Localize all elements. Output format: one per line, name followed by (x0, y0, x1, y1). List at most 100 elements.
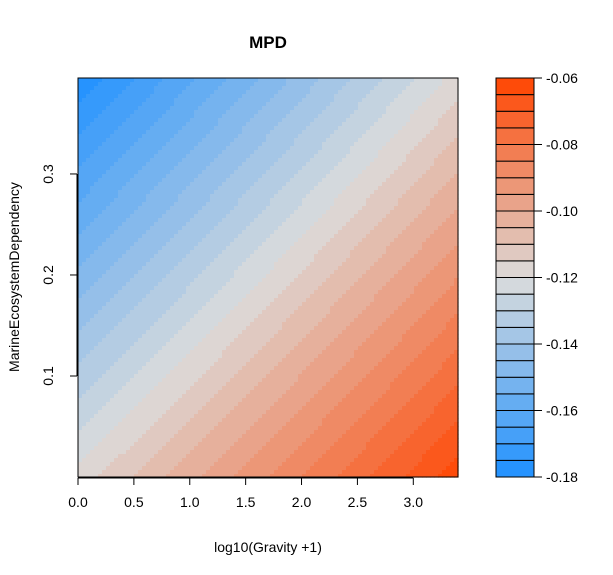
contour-cell (174, 130, 179, 135)
contour-cell (250, 474, 255, 478)
contour-cell (170, 246, 175, 251)
contour-cell (174, 370, 179, 375)
contour-cell (242, 218, 247, 223)
contour-cell (270, 334, 275, 339)
contour-cell (138, 238, 143, 243)
contour-cell (238, 466, 243, 471)
contour-cell (230, 290, 235, 295)
contour-cell (114, 410, 119, 415)
contour-cell (94, 126, 99, 131)
contour-cell (226, 318, 231, 323)
contour-cell (126, 422, 131, 427)
contour-cell (202, 314, 207, 319)
contour-cell (78, 138, 83, 143)
contour-cell (142, 286, 147, 291)
contour-cell (254, 310, 259, 315)
contour-cell (126, 202, 131, 207)
contour-cell (154, 118, 159, 123)
contour-cell (106, 362, 111, 367)
contour-cell (158, 410, 163, 415)
contour-cell (166, 194, 171, 199)
contour-cell (166, 330, 171, 335)
contour-cell (162, 230, 167, 235)
contour-cell (202, 102, 207, 107)
contour-cell (202, 390, 207, 395)
contour-cell (218, 198, 223, 203)
contour-cell (182, 218, 187, 223)
contour-cell (118, 86, 123, 91)
contour-cell (110, 402, 115, 407)
contour-cell (182, 474, 187, 478)
contour-cell (118, 290, 123, 295)
contour-cell (158, 130, 163, 135)
contour-cell (174, 106, 179, 111)
contour-cell (198, 370, 203, 375)
contour-cell (238, 130, 243, 135)
contour-cell (266, 410, 271, 415)
contour-cell (266, 126, 271, 131)
contour-cell (258, 426, 263, 431)
contour-cell (190, 286, 195, 291)
contour-cell (250, 298, 255, 303)
contour-cell (202, 214, 207, 219)
contour-cell (198, 226, 203, 231)
contour-cell (78, 382, 83, 387)
contour-cell (86, 282, 91, 287)
contour-cell (254, 334, 259, 339)
contour-cell (206, 102, 211, 107)
contour-cell (162, 190, 167, 195)
contour-cell (102, 398, 107, 403)
contour-cell (206, 398, 211, 403)
contour-cell (114, 214, 119, 219)
contour-cell (114, 178, 119, 183)
contour-cell (186, 330, 191, 335)
contour-cell (234, 270, 239, 275)
contour-cell (110, 302, 115, 307)
contour-cell (238, 170, 243, 175)
contour-cell (94, 226, 99, 231)
contour-cell (206, 158, 211, 163)
contour-cell (146, 282, 151, 287)
contour-cell (130, 246, 135, 251)
contour-cell (126, 446, 131, 451)
contour-cell (246, 402, 251, 407)
contour-cell (210, 394, 215, 399)
contour-cell (238, 454, 243, 459)
contour-cell (258, 314, 263, 319)
contour-cell (150, 118, 155, 123)
contour-cell (182, 222, 187, 227)
contour-cell (266, 382, 271, 387)
contour-cell (198, 362, 203, 367)
contour-cell (118, 190, 123, 195)
contour-cell (270, 202, 275, 207)
contour-cell (186, 178, 191, 183)
contour-cell (146, 318, 151, 323)
contour-cell (146, 462, 151, 467)
contour-cell (202, 442, 207, 447)
contour-cell (198, 418, 203, 423)
contour-cell (126, 278, 131, 283)
contour-cell (270, 154, 275, 159)
contour-cell (114, 282, 119, 287)
contour-cell (154, 474, 159, 478)
contour-cell (258, 226, 263, 231)
contour-cell (162, 266, 167, 271)
contour-cell (198, 334, 203, 339)
contour-cell (142, 318, 147, 323)
contour-cell (182, 338, 187, 343)
contour-cell (78, 134, 83, 139)
contour-cell (170, 238, 175, 243)
contour-cell (154, 158, 159, 163)
contour-cell (234, 134, 239, 139)
contour-cell (126, 118, 131, 123)
contour-cell (186, 470, 191, 475)
contour-cell (230, 254, 235, 259)
contour-cell (170, 394, 175, 399)
contour-cell (258, 378, 263, 383)
contour-cell (222, 406, 227, 411)
contour-cell (206, 326, 211, 331)
contour-cell (262, 138, 267, 143)
contour-cell (250, 138, 255, 143)
contour-cell (230, 438, 235, 443)
contour-cell (166, 442, 171, 447)
